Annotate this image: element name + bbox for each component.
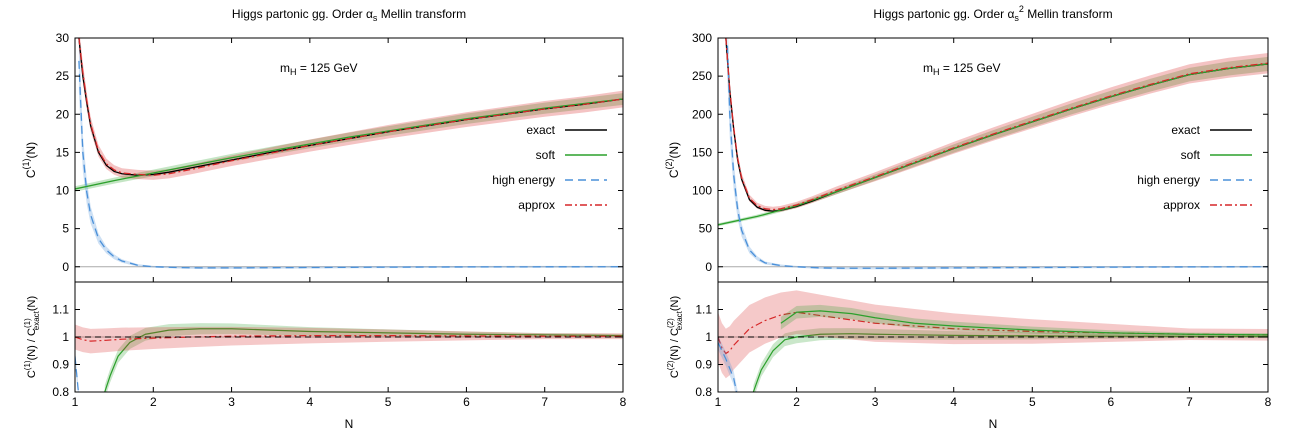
series-bottom bbox=[75, 323, 623, 392]
y-tick-label-top: 30 bbox=[56, 31, 70, 45]
y-tick-label-top: 0 bbox=[705, 260, 712, 274]
y-tick-label-top: 20 bbox=[56, 107, 70, 121]
legend-label-approx: approx bbox=[518, 198, 555, 212]
y-tick-label-top: 300 bbox=[692, 31, 712, 45]
band-soft bbox=[75, 93, 623, 192]
legend-label-approx: approx bbox=[1163, 198, 1200, 212]
band-high-energy bbox=[727, 38, 1268, 270]
ratio-band-soft bbox=[104, 323, 623, 392]
x-tick-label: 3 bbox=[872, 395, 879, 409]
ratio-band-high-energy bbox=[718, 335, 738, 392]
ratio-band-soft bbox=[753, 328, 1268, 392]
x-tick-label: 7 bbox=[541, 395, 548, 409]
legend-label-exact: exact bbox=[1171, 123, 1200, 137]
y-tick-label-bottom: 1 bbox=[62, 330, 69, 344]
y-tick-label-top: 15 bbox=[56, 145, 70, 159]
ratio-line-soft bbox=[104, 328, 623, 392]
y-tick-label-bottom: 0.9 bbox=[695, 358, 712, 372]
series-line-high-energy bbox=[78, 60, 623, 269]
ratio-line-high-energy bbox=[75, 356, 79, 392]
x-tick-label: 4 bbox=[307, 395, 314, 409]
y-tick-label-top: 10 bbox=[56, 184, 70, 198]
chart-title: Higgs partonic gg. Order αs2 Mellin tran… bbox=[873, 4, 1112, 23]
chart-panel-1: Higgs partonic gg. Order αs Mellin trans… bbox=[21, 7, 627, 431]
x-tick-label: 6 bbox=[1108, 395, 1115, 409]
ratio-band-approx bbox=[75, 324, 623, 354]
x-axis-label: N bbox=[989, 417, 998, 431]
band-approx bbox=[725, 38, 1268, 213]
x-tick-label: 7 bbox=[1186, 395, 1193, 409]
bands-top bbox=[718, 38, 1268, 270]
ratio-line-approx bbox=[75, 335, 623, 342]
y-tick-label-bottom: 0.8 bbox=[695, 385, 712, 399]
ratio-line-high-energy bbox=[718, 342, 738, 392]
x-tick-label: 1 bbox=[715, 395, 722, 409]
series-top bbox=[718, 38, 1268, 269]
y-tick-label-top: 5 bbox=[62, 222, 69, 236]
y-tick-label-top: 50 bbox=[699, 222, 713, 236]
series-top bbox=[75, 38, 623, 269]
band-approx bbox=[78, 38, 623, 180]
legend-label-soft: soft bbox=[536, 148, 556, 162]
y-tick-label-top: 150 bbox=[692, 145, 712, 159]
chart-panel-2: Higgs partonic gg. Order αs2 Mellin tran… bbox=[664, 4, 1272, 431]
y-tick-label-bottom: 0.8 bbox=[52, 385, 69, 399]
ratio-line-exact-soft bbox=[780, 310, 1268, 336]
mass-annotation: mH = 125 GeV bbox=[280, 61, 358, 77]
bands-top bbox=[75, 38, 623, 269]
series-line-approx bbox=[78, 38, 623, 176]
legend-label-high-energy: high energy bbox=[492, 173, 555, 187]
legend-label-exact: exact bbox=[526, 123, 555, 137]
x-tick-label: 5 bbox=[385, 395, 392, 409]
legend-label-high-energy: high energy bbox=[1137, 173, 1200, 187]
y-tick-label-top: 100 bbox=[692, 184, 712, 198]
y-axis-label-bottom: C(1)(N) / C(1)exact(N) bbox=[23, 296, 41, 378]
mass-annotation: mH = 125 GeV bbox=[923, 61, 1001, 77]
y-tick-label-bottom: 0.9 bbox=[52, 358, 69, 372]
series-bottom bbox=[718, 290, 1268, 392]
legend-label-soft: soft bbox=[1181, 148, 1201, 162]
y-axis-label-top: C(2)(N) bbox=[664, 142, 681, 178]
y-tick-label-bottom: 1.1 bbox=[695, 303, 712, 317]
x-tick-label: 8 bbox=[620, 395, 627, 409]
x-tick-label: 4 bbox=[950, 395, 957, 409]
ratio-line-approx bbox=[718, 311, 1268, 355]
y-tick-label-top: 25 bbox=[56, 69, 70, 83]
y-tick-label-top: 250 bbox=[692, 69, 712, 83]
series-line-high-energy bbox=[726, 45, 1268, 269]
y-tick-label-top: 0 bbox=[62, 260, 69, 274]
x-tick-label: 3 bbox=[228, 395, 235, 409]
y-tick-label-top: 200 bbox=[692, 107, 712, 121]
x-tick-label: 2 bbox=[150, 395, 157, 409]
ratio-line-soft bbox=[752, 333, 1268, 392]
x-tick-label: 2 bbox=[793, 395, 800, 409]
chart-title: Higgs partonic gg. Order αs Mellin trans… bbox=[232, 7, 466, 23]
y-axis-label-top: C(1)(N) bbox=[21, 142, 38, 178]
x-tick-label: 6 bbox=[463, 395, 470, 409]
x-axis-label: N bbox=[345, 417, 354, 431]
x-tick-label: 8 bbox=[1265, 395, 1272, 409]
series-line-approx bbox=[725, 38, 1268, 211]
x-tick-label: 1 bbox=[72, 395, 79, 409]
x-tick-label: 5 bbox=[1029, 395, 1036, 409]
y-tick-label-bottom: 1.1 bbox=[52, 303, 69, 317]
y-tick-label-bottom: 1 bbox=[705, 330, 712, 344]
ratio-band-approx bbox=[718, 290, 1268, 379]
y-axis-label-bottom: C(2)(N) / C(2)exact(N) bbox=[666, 296, 684, 378]
series-line-soft bbox=[75, 98, 623, 190]
